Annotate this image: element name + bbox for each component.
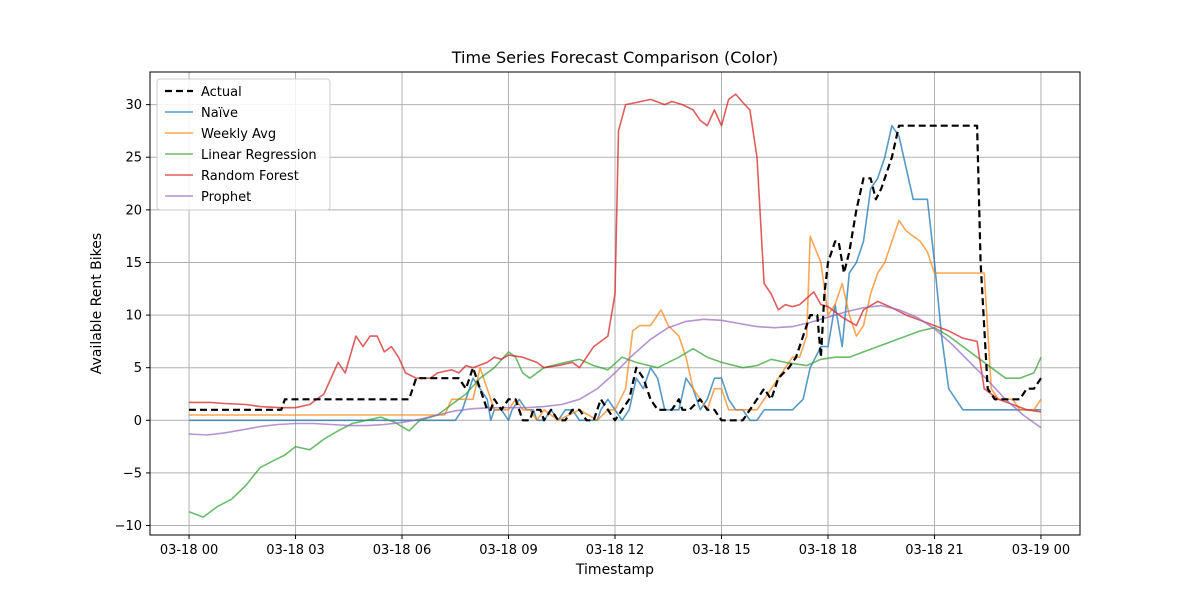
x-tick-label: 03-18 06 [373,543,431,558]
legend: Actual Naïve Weekly Avg Linear Regression Ra… [156,78,331,211]
legend-label: Random Forest [201,169,299,184]
series-line-prophet [188,304,1042,436]
x-tick-label: 03-18 00 [160,543,218,558]
y-tick-label: 15 [125,256,142,271]
legend-label: Actual [201,85,242,100]
x-tick-label: 03-19 00 [1012,543,1070,558]
x-tick-label: 03-18 15 [692,543,750,558]
axis-ticks: 03-18 00 03-18 03 03-18 06 03-18 09 03-18 12… [115,98,1071,558]
x-tick-label: 03-18 12 [586,543,644,558]
y-tick-label: 10 [125,309,142,324]
y-tick-label: 25 [125,151,142,166]
y-tick-label: −10 [115,519,142,534]
series-lines [188,93,1042,518]
x-tick-label: 03-18 21 [905,543,963,558]
legend-box [156,78,331,211]
x-axis-title: Timestamp [575,562,654,578]
series-line-random-forest [189,93,1042,413]
y-tick-label: 0 [134,414,142,429]
legend-label: Linear Regression [201,148,317,163]
series-line-linear-regression [188,326,1042,518]
series-line-naive [189,124,1041,422]
y-tick-label: 20 [125,203,142,218]
legend-label: Weekly Avg [201,127,276,142]
x-tick-label: 03-18 03 [266,543,324,558]
x-tick-label: 03-18 18 [799,543,857,558]
y-tick-label: 5 [134,361,142,376]
legend-label: Prophet [201,190,251,205]
y-tick-label: −5 [123,466,142,481]
chart-title: Time Series Forecast Comparison (Color) [451,48,778,67]
x-tick-label: 03-18 09 [479,543,537,558]
y-axis-title: Available Rent Bikes [89,233,105,374]
series-line-actual [189,124,1042,422]
y-tick-label: 30 [125,98,142,113]
legend-label: Naïve [201,106,238,121]
